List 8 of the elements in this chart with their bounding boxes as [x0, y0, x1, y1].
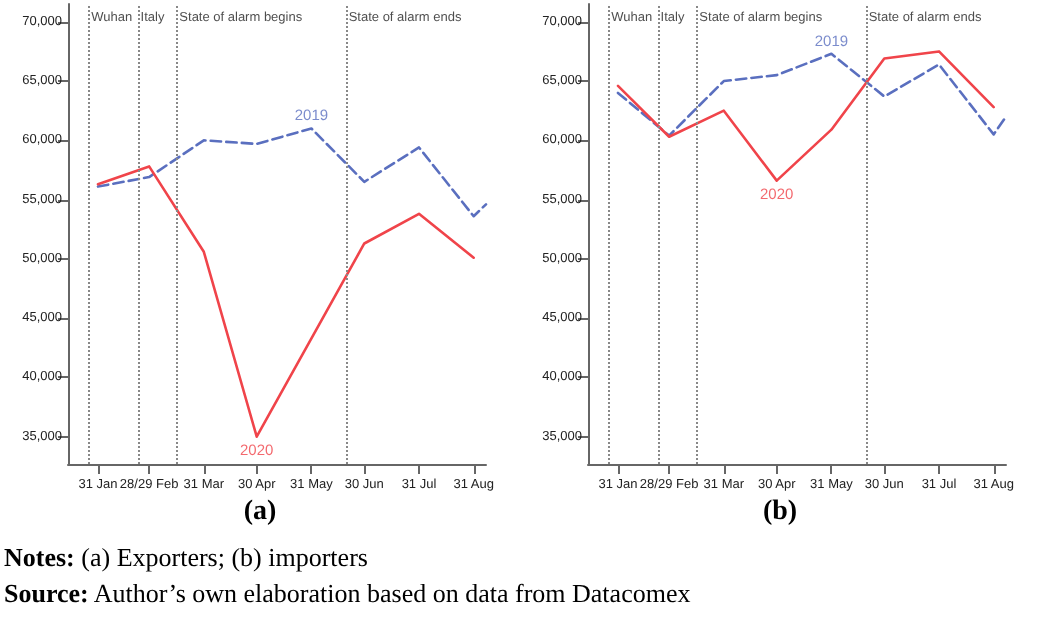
text: Notes: (a) Exporters; (b) importers	[4, 540, 370, 576]
line-series	[616, 50, 995, 182]
line-series	[616, 52, 1008, 137]
x-axis-title: (b)	[762, 497, 798, 527]
x-axis-title: (a)	[243, 497, 277, 527]
line-series	[96, 127, 488, 218]
line-series	[96, 165, 475, 439]
source-note: Source: Author’s own elaboration based on data from Datacomex	[4, 576, 691, 612]
